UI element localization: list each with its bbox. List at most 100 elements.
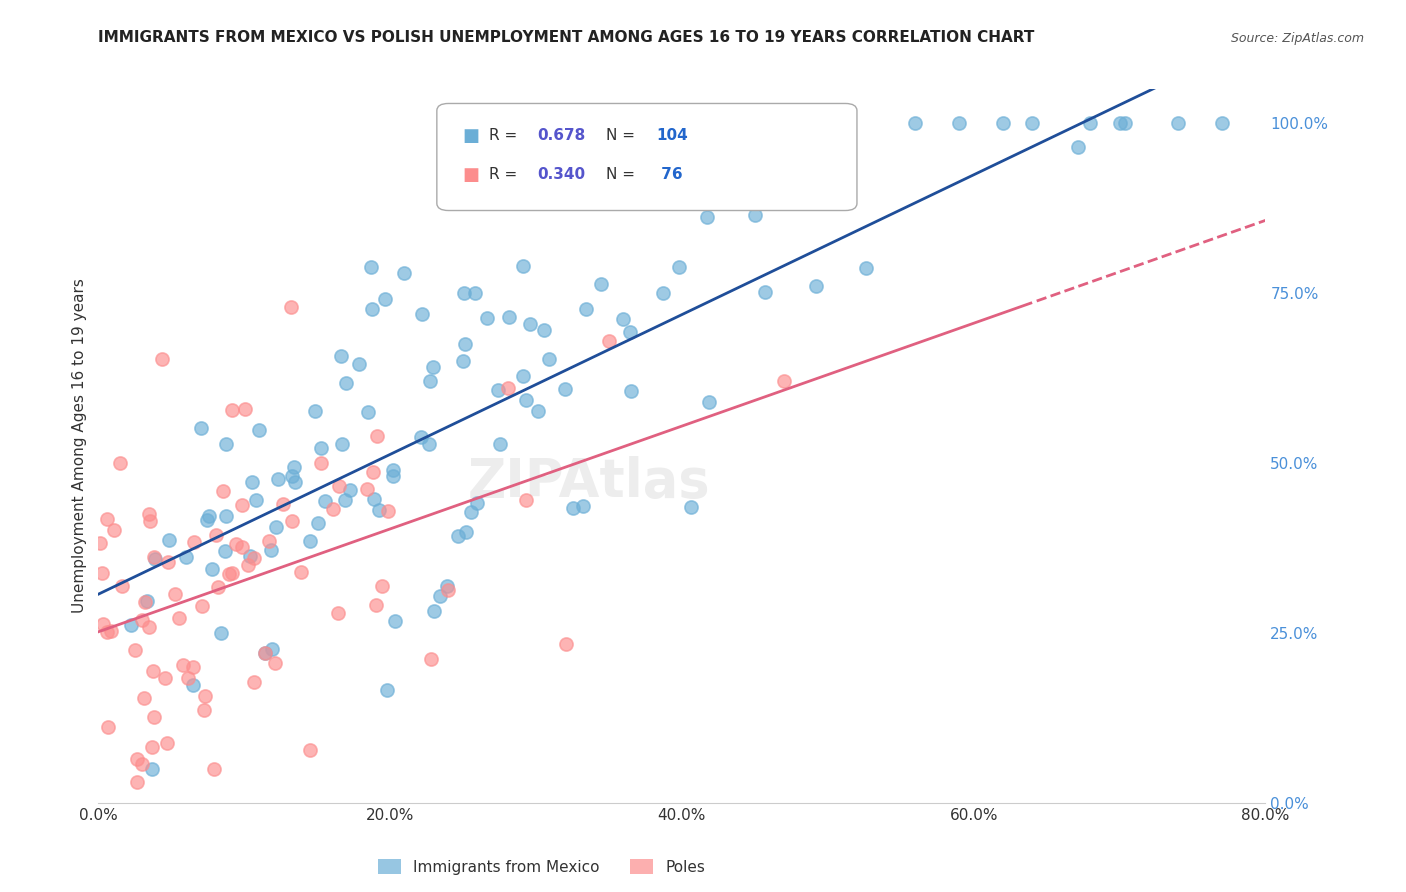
Point: [271, 497, 294, 511]
Legend: Immigrants from Mexico, Poles: Immigrants from Mexico, Poles: [373, 853, 711, 880]
Point: [231, 541, 253, 555]
Text: IMMIGRANTS FROM MEXICO VS POLISH UNEMPLOYMENT AMONG AGES 16 TO 19 YEARS CORRELAT: IMMIGRANTS FROM MEXICO VS POLISH UNEMPLO…: [98, 29, 1035, 45]
Point: [423, 604, 446, 618]
Point: [1211, 116, 1233, 130]
Point: [454, 525, 477, 540]
Point: [111, 579, 134, 593]
Point: [131, 757, 153, 772]
Point: [744, 209, 766, 223]
Point: [411, 430, 433, 444]
Point: [215, 437, 238, 451]
Point: [571, 499, 593, 513]
Text: ■: ■: [463, 127, 479, 145]
Point: [131, 613, 153, 627]
Point: [361, 465, 384, 479]
Point: [163, 587, 186, 601]
Point: [135, 594, 157, 608]
Point: [120, 618, 142, 632]
Point: [194, 690, 217, 704]
Point: [243, 551, 266, 566]
Point: [447, 529, 470, 543]
Point: [366, 429, 388, 443]
Point: [127, 751, 149, 765]
Point: [91, 616, 114, 631]
Point: [262, 642, 284, 657]
Point: [264, 519, 287, 533]
Point: [124, 643, 146, 657]
FancyBboxPatch shape: [437, 103, 858, 211]
Point: [464, 285, 486, 300]
Point: [283, 459, 305, 474]
Point: [619, 326, 641, 340]
Point: [141, 762, 163, 776]
Text: 0.678: 0.678: [537, 128, 585, 143]
Point: [589, 277, 612, 291]
Text: R =: R =: [489, 168, 523, 182]
Point: [512, 369, 534, 384]
Point: [141, 740, 163, 755]
Point: [245, 493, 267, 508]
Point: [299, 533, 322, 548]
Point: [460, 505, 482, 519]
Point: [392, 267, 415, 281]
Point: [211, 626, 233, 640]
Point: [436, 579, 458, 593]
Point: [198, 508, 221, 523]
Point: [453, 286, 475, 301]
Point: [103, 524, 125, 538]
Point: [254, 647, 277, 661]
Point: [97, 720, 120, 734]
Point: [233, 402, 256, 417]
Point: [360, 260, 382, 274]
Point: [236, 558, 259, 573]
Point: [330, 437, 353, 451]
Text: R =: R =: [489, 128, 523, 143]
Point: [193, 703, 215, 717]
Point: [240, 475, 263, 489]
Point: [174, 550, 197, 565]
Point: [139, 514, 162, 528]
Point: [598, 334, 620, 348]
Point: [363, 491, 385, 506]
Point: [1167, 116, 1189, 130]
Point: [202, 762, 225, 776]
Point: [486, 383, 509, 397]
Point: [225, 537, 247, 551]
Point: [384, 615, 406, 629]
Point: [284, 475, 307, 490]
Text: N =: N =: [606, 168, 640, 182]
Point: [134, 595, 156, 609]
Point: [454, 336, 477, 351]
Point: [538, 351, 561, 366]
Point: [267, 472, 290, 486]
Point: [290, 565, 312, 579]
Point: [307, 516, 329, 531]
Point: [157, 555, 180, 569]
Point: [489, 436, 512, 450]
Point: [239, 549, 262, 564]
Point: [145, 552, 167, 566]
Point: [304, 403, 326, 417]
Point: [108, 456, 131, 470]
Point: [349, 357, 371, 371]
Point: [335, 376, 357, 391]
Point: [138, 508, 160, 522]
Point: [991, 116, 1014, 130]
Point: [377, 504, 399, 518]
Point: [191, 599, 214, 613]
Point: [125, 775, 148, 789]
Point: [195, 513, 218, 527]
Point: [159, 533, 181, 547]
Point: [368, 503, 391, 517]
Point: [381, 463, 404, 477]
Text: 76: 76: [657, 168, 683, 182]
Point: [1021, 116, 1043, 130]
Point: [381, 469, 404, 483]
Point: [143, 550, 166, 565]
Point: [215, 509, 238, 524]
Point: [150, 351, 173, 366]
Point: [231, 498, 253, 512]
Text: 104: 104: [657, 128, 688, 143]
Point: [612, 311, 634, 326]
Point: [804, 278, 827, 293]
